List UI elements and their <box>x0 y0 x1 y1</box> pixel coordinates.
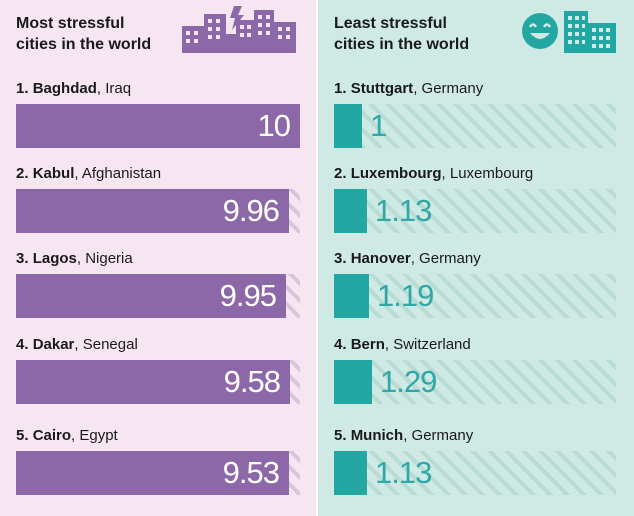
value-label: 1.29 <box>380 364 437 399</box>
value-label: 1.13 <box>375 455 432 490</box>
country-name: , Senegal <box>74 336 138 353</box>
bar <box>334 274 369 318</box>
rank-number: 3. <box>16 250 29 267</box>
bar-track: 9.58 <box>16 360 300 404</box>
rank-city: Hanover <box>350 250 411 267</box>
value-label: 9.95 <box>219 278 277 313</box>
bar-hatch <box>334 274 616 318</box>
bar-hatch <box>334 189 616 233</box>
rank-number: 1. <box>16 80 29 97</box>
rank-number: 4. <box>334 336 347 353</box>
bar <box>16 189 289 233</box>
rank-number: 5. <box>16 427 29 444</box>
bar-track: 9.95 <box>16 274 300 318</box>
city-label: 5. Munich, Germany <box>334 427 473 444</box>
country-name: , Germany <box>410 250 481 267</box>
country-name: , Germany <box>403 427 474 444</box>
country-name: , Switzerland <box>384 336 471 353</box>
least-stressful-title: Least stressful cities in the world <box>334 13 509 55</box>
rank-number: 2. <box>16 165 29 182</box>
bar-track: 1.19 <box>334 274 616 318</box>
city-label: 2. Luxembourg, Luxembourg <box>334 165 533 182</box>
title-line-2: cities in the world <box>334 36 470 53</box>
rank-city: Stuttgart <box>350 80 414 97</box>
rank-number: 1. <box>334 80 347 97</box>
title-line-1: Most stressful <box>16 15 125 32</box>
panel-divider <box>316 0 319 516</box>
bar <box>16 360 290 404</box>
country-name: , Egypt <box>71 427 118 444</box>
city-label: 1. Stuttgart, Germany <box>334 80 483 97</box>
rank-city: Kabul <box>32 165 75 182</box>
bar <box>16 104 300 148</box>
bar-track: 1.13 <box>334 451 616 495</box>
city-label: 2. Kabul, Afghanistan <box>16 165 161 182</box>
city-label: 5. Cairo, Egypt <box>16 427 118 444</box>
bar-hatch <box>334 360 616 404</box>
value-label: 1.13 <box>375 193 432 228</box>
value-label: 1.19 <box>377 278 434 313</box>
bar <box>16 451 289 495</box>
bar-track: 10 <box>16 104 300 148</box>
bar-track: 1 <box>334 104 616 148</box>
bar-track: 1.29 <box>334 360 616 404</box>
country-name: , Afghanistan <box>74 165 162 182</box>
rank-city: Cairo <box>32 427 72 444</box>
bar-hatch <box>334 104 616 148</box>
rank-city: Baghdad <box>32 80 97 97</box>
value-label: 1 <box>370 108 387 143</box>
bar-track: 9.53 <box>16 451 300 495</box>
rank-number: 5. <box>334 427 347 444</box>
bar-track: 1.13 <box>334 189 616 233</box>
country-name: , Luxembourg <box>441 165 534 182</box>
bar <box>334 451 367 495</box>
bar-track: 9.96 <box>16 189 300 233</box>
least-stressful-panel: Least stressful cities in the world 1. <box>318 0 634 516</box>
bar <box>334 360 372 404</box>
city-label: 1. Baghdad, Iraq <box>16 80 131 97</box>
rank-city: Munich <box>350 427 404 444</box>
bar-hatch <box>334 451 616 495</box>
value-label: 9.58 <box>223 364 281 399</box>
smiley-city-icon <box>522 11 616 53</box>
rank-number: 3. <box>334 250 347 267</box>
country-name: , Iraq <box>96 80 132 97</box>
city-label: 4. Dakar, Senegal <box>16 336 138 353</box>
city-lightning-icon <box>182 6 296 53</box>
city-label: 3. Hanover, Germany <box>334 250 481 267</box>
rank-number: 2. <box>334 165 347 182</box>
city-label: 3. Lagos, Nigeria <box>16 250 133 267</box>
title-line-2: cities in the world <box>16 36 152 53</box>
most-stressful-panel: Most stressful cities in the world <box>0 0 318 516</box>
value-label: 10 <box>257 108 291 143</box>
most-stressful-title: Most stressful cities in the world <box>16 13 191 55</box>
bar <box>334 189 367 233</box>
country-name: , Nigeria <box>76 250 133 267</box>
value-label: 9.96 <box>222 193 280 228</box>
city-label: 4. Bern, Switzerland <box>334 336 471 353</box>
rank-city: Luxembourg <box>350 165 442 182</box>
rank-city: Bern <box>350 336 385 353</box>
country-name: , Germany <box>413 80 484 97</box>
bar <box>16 274 286 318</box>
rank-city: Lagos <box>32 250 77 267</box>
bar <box>334 104 362 148</box>
title-line-1: Least stressful <box>334 15 447 32</box>
rank-city: Dakar <box>32 336 75 353</box>
value-label: 9.53 <box>222 455 280 490</box>
rank-number: 4. <box>16 336 29 353</box>
